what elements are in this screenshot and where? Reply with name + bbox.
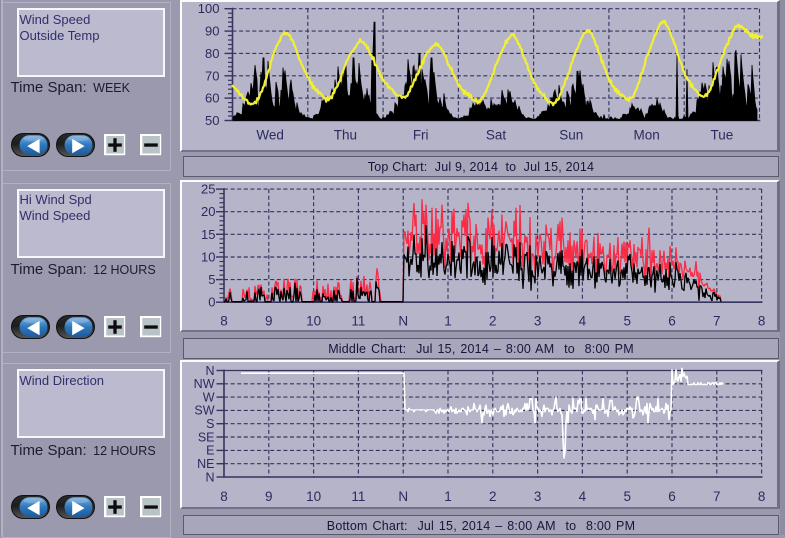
svg-text:Wed: Wed <box>256 127 284 142</box>
svg-text:4: 4 <box>579 313 587 328</box>
svg-text:20: 20 <box>201 204 215 219</box>
svg-text:90: 90 <box>205 24 219 39</box>
svg-text:9: 9 <box>265 313 273 328</box>
svg-text:N: N <box>205 470 214 484</box>
svg-text:5: 5 <box>623 313 631 328</box>
svg-text:6: 6 <box>668 313 676 328</box>
svg-text:11: 11 <box>351 489 365 504</box>
svg-text:1: 1 <box>444 313 452 328</box>
svg-text:Thu: Thu <box>334 127 357 142</box>
svg-text:80: 80 <box>205 46 219 61</box>
svg-text:Sun: Sun <box>559 127 583 142</box>
svg-text:N: N <box>398 489 408 504</box>
svg-text:5: 5 <box>623 489 631 504</box>
svg-text:11: 11 <box>351 313 365 328</box>
svg-text:S: S <box>206 417 214 431</box>
svg-text:3: 3 <box>534 489 542 504</box>
svg-text:SW: SW <box>194 404 214 418</box>
svg-text:15: 15 <box>201 226 215 241</box>
svg-text:60: 60 <box>205 91 219 106</box>
svg-text:1: 1 <box>444 489 452 504</box>
svg-text:6: 6 <box>668 489 676 504</box>
svg-text:10: 10 <box>306 313 321 328</box>
svg-text:W: W <box>203 390 215 404</box>
svg-text:0: 0 <box>208 294 215 309</box>
svg-text:10: 10 <box>306 489 321 504</box>
svg-text:8: 8 <box>758 489 766 504</box>
svg-text:SE: SE <box>198 430 215 444</box>
svg-text:E: E <box>206 444 214 458</box>
svg-text:NW: NW <box>194 377 215 391</box>
svg-text:N: N <box>205 364 214 378</box>
svg-text:NE: NE <box>197 457 214 471</box>
svg-text:70: 70 <box>205 68 219 83</box>
svg-text:9: 9 <box>265 489 273 504</box>
svg-text:5: 5 <box>208 272 215 287</box>
svg-text:50: 50 <box>205 113 219 128</box>
svg-text:8: 8 <box>758 313 766 328</box>
svg-text:3: 3 <box>534 313 542 328</box>
svg-text:25: 25 <box>201 182 215 197</box>
svg-text:8: 8 <box>220 489 228 504</box>
svg-text:Tue: Tue <box>711 127 734 142</box>
svg-text:8: 8 <box>220 313 228 328</box>
svg-text:2: 2 <box>489 313 497 328</box>
svg-text:4: 4 <box>579 489 587 504</box>
svg-text:Mon: Mon <box>633 127 659 142</box>
svg-text:Fri: Fri <box>413 127 429 142</box>
svg-text:10: 10 <box>201 249 215 264</box>
svg-text:Sat: Sat <box>486 127 507 142</box>
svg-text:100: 100 <box>198 2 220 16</box>
svg-text:2: 2 <box>489 489 497 504</box>
svg-text:7: 7 <box>713 313 721 328</box>
svg-text:N: N <box>398 313 408 328</box>
svg-text:7: 7 <box>713 489 721 504</box>
